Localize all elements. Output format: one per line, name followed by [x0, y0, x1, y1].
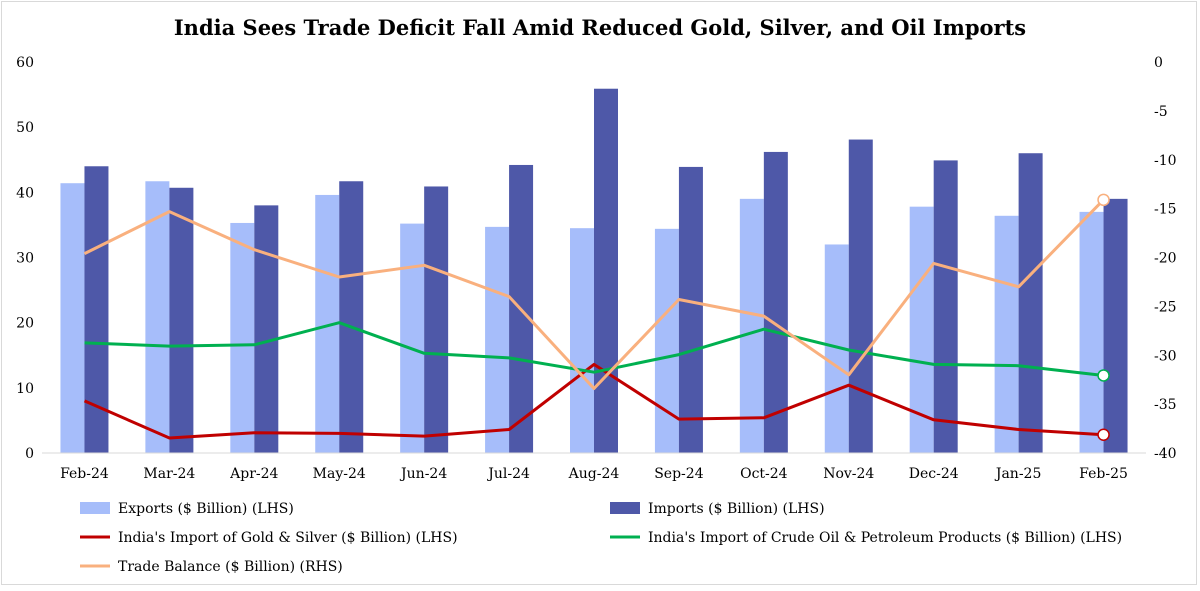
line-trade-balance — [83, 198, 1105, 390]
x-tick-label: Dec-24 — [909, 466, 959, 482]
left-tick-label: 40 — [16, 185, 34, 201]
right-axis-ticks: 0 -5 -10 -15 -20 -25 -30 -35 -40 — [1154, 55, 1177, 462]
x-tick-label: Feb-24 — [60, 466, 109, 482]
left-tick-label: 0 — [25, 446, 34, 462]
x-tick-label: Feb-25 — [1079, 466, 1128, 482]
bar-imports-oct-24 — [763, 151, 788, 453]
legend-trade-balance-label: Trade Balance ($ Billion) (RHS) — [118, 559, 343, 575]
left-tick-label: 50 — [16, 120, 34, 136]
bar-exports-jun-24 — [400, 223, 425, 453]
x-tick-label: Oct-24 — [740, 466, 788, 482]
left-tick-label: 30 — [16, 251, 34, 267]
legend-exports-swatch — [80, 502, 110, 514]
x-axis-ticks: Feb-24 Mar-24 Apr-24 May-24 Jun-24 Jul-24 Aug-… — [60, 466, 1128, 482]
legend-india-s-import-of-crude-oil-petroleum-products-label: India's Import of Crude Oil & Petroleum … — [648, 530, 1122, 546]
x-tick-label: Jul-24 — [486, 466, 530, 482]
bar-imports-dec-24 — [933, 160, 958, 453]
x-tick-label: Apr-24 — [229, 466, 278, 482]
left-tick-label: 10 — [16, 381, 34, 397]
chart-title: India Sees Trade Deficit Fall Amid Reduc… — [174, 15, 1026, 40]
right-tick-label: -5 — [1154, 104, 1168, 120]
right-tick-label: -20 — [1154, 251, 1177, 267]
bar-imports-sep-24 — [678, 166, 703, 453]
line-india-s-import-of-crude-oil-petroleum-products-end-marker — [1097, 369, 1110, 382]
bars-layer — [60, 88, 1128, 454]
left-tick-label: 20 — [16, 316, 34, 332]
lines-layer — [83, 193, 1110, 442]
right-tick-label: -40 — [1154, 446, 1177, 462]
bar-imports-aug-24 — [594, 88, 618, 454]
right-tick-label: -10 — [1154, 153, 1177, 169]
x-tick-label: Aug-24 — [568, 466, 620, 482]
line-india-s-import-of-gold-silver-end-marker — [1097, 428, 1110, 442]
bar-exports-sep-24 — [654, 228, 679, 453]
line-india-s-import-of-gold-silver — [83, 362, 1104, 440]
bar-exports-oct-24 — [739, 198, 764, 453]
right-tick-label: -35 — [1154, 397, 1177, 413]
bar-imports-nov-24 — [848, 139, 873, 453]
legend-imports-swatch — [610, 502, 640, 514]
bar-exports-mar-24 — [145, 181, 170, 453]
line-trade-balance-end-marker — [1097, 193, 1110, 207]
right-tick-label: -15 — [1154, 202, 1177, 218]
legend-imports-label: Imports ($ Billion) (LHS) — [648, 501, 825, 517]
x-tick-label: Sep-24 — [654, 466, 703, 482]
bar-exports-feb-25 — [1079, 211, 1104, 453]
bar-imports-feb-25 — [1103, 198, 1128, 453]
bar-exports-aug-24 — [570, 228, 594, 453]
x-tick-label: Mar-24 — [143, 466, 195, 482]
left-tick-label: 60 — [16, 55, 34, 71]
bar-imports-jun-24 — [424, 186, 449, 454]
bar-imports-may-24 — [339, 181, 364, 453]
right-tick-label: -25 — [1154, 299, 1177, 315]
bar-exports-apr-24 — [230, 222, 255, 453]
x-tick-label: Jun-24 — [399, 466, 447, 482]
legend: Exports ($ Billion) (LHS) Imports ($ Bill… — [80, 501, 1122, 575]
x-tick-label: Jan-25 — [994, 466, 1042, 482]
left-axis-ticks: 0 10 20 30 40 50 60 — [16, 55, 34, 462]
right-tick-label: 0 — [1154, 55, 1163, 71]
bar-exports-feb-24 — [60, 183, 85, 453]
line-india-s-import-of-crude-oil-petroleum-products — [84, 321, 1104, 377]
legend-india-s-import-of-gold-silver-label: India's Import of Gold & Silver ($ Billi… — [118, 530, 458, 546]
legend-exports-label: Exports ($ Billion) (LHS) — [118, 501, 294, 517]
x-tick-label: May-24 — [313, 466, 366, 482]
x-tick-label: Nov-24 — [823, 466, 874, 482]
bar-exports-jul-24 — [485, 226, 510, 453]
right-tick-label: -30 — [1154, 348, 1177, 364]
bar-imports-jan-25 — [1018, 153, 1043, 453]
bar-imports-apr-24 — [254, 205, 279, 453]
bar-imports-mar-24 — [169, 187, 194, 453]
bar-exports-jan-25 — [994, 215, 1019, 453]
